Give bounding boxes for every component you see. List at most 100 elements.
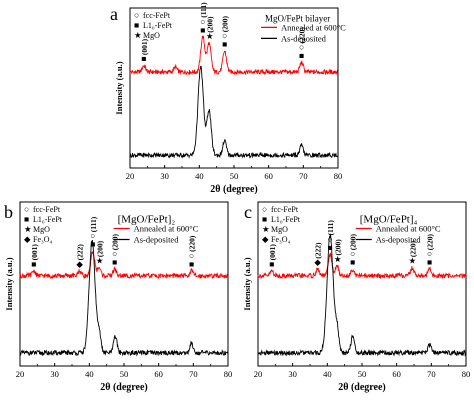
x-tick-label: 30 <box>288 369 297 379</box>
x-tick-label: 80 <box>224 369 233 379</box>
peak-marker-symbol: ■ <box>189 259 194 269</box>
y-axis-label: Intensity (a.u.) <box>242 257 252 310</box>
legend-symbol: ■ <box>262 214 267 224</box>
legend-symbol: ★ <box>134 30 142 40</box>
y-axis-label: Intensity (a.u.) <box>114 61 124 114</box>
legend-label: MgO <box>271 225 288 234</box>
peak-marker-symbol: ■ <box>427 257 432 267</box>
peak-label: ◆(222) <box>76 244 85 269</box>
peak-marker-symbol: ■ <box>90 239 95 249</box>
chart-title: MgO/FePt bilayer <box>265 13 330 23</box>
x-tick-label: 50 <box>230 171 239 181</box>
series-line <box>19 250 229 280</box>
peak-marker-symbol: ★ <box>206 31 214 41</box>
panel-a: a 20 30 40 50 60 70 80 2θ (degree) Intensity (a.… <box>110 2 346 195</box>
peak-marker-symbol: ■ <box>112 257 117 267</box>
peak-label: ■○(111) <box>89 216 98 249</box>
x-tick-label: 40 <box>85 369 94 379</box>
x-tick-label: 60 <box>392 369 401 379</box>
x-tick-label: 60 <box>154 369 163 379</box>
panel-c: c 20 30 40 50 60 70 80 2θ (degree) Intensity (a.… <box>242 201 471 393</box>
peak-hkl-label: (220) <box>408 240 417 257</box>
peak-label: ■○(220) <box>188 235 197 269</box>
panel-letter: b <box>4 202 13 222</box>
peak-hkl-label: (111) <box>199 2 208 18</box>
peak-marker-symbol: ★ <box>408 256 416 266</box>
peak-label: ■(001) <box>140 38 149 63</box>
legend-label: fcc-FePt <box>33 205 61 214</box>
legend-symbol: ★ <box>262 224 270 234</box>
peak-label: ★(220) <box>408 240 417 265</box>
x-tick-label: 30 <box>50 369 59 379</box>
peak-marker-symbol: ■ <box>328 242 333 252</box>
peak-hkl-label: (001) <box>140 38 149 55</box>
x-tick-label: 50 <box>358 369 367 379</box>
x-tick-label: 40 <box>195 171 204 181</box>
peak-marker-symbol: ◆ <box>76 259 83 269</box>
legend-label: fcc-FePt <box>143 11 171 20</box>
peak-hkl-label: (222) <box>314 242 323 259</box>
legend-label: MgO <box>143 31 160 40</box>
panel-letter: c <box>244 202 252 222</box>
x-axis-label: 2θ (degree) <box>210 184 258 195</box>
legend-label: MgO <box>33 225 50 234</box>
peak-hkl-label: (200) <box>96 240 105 257</box>
peak-marker-symbol: ■ <box>299 50 304 60</box>
legend-label: fcc-FePt <box>271 205 299 214</box>
legend-symbol: ■ <box>24 214 29 224</box>
legend-label: Fe₃O₄ <box>271 235 291 244</box>
x-tick-label: 30 <box>160 171 169 181</box>
x-axis-label: 2θ (degree) <box>100 382 148 393</box>
peak-marker-symbol: ◆ <box>314 257 321 267</box>
peak-label: ★(200) <box>96 240 105 265</box>
x-tick-label: 20 <box>254 369 263 379</box>
panel-b: b 20 30 40 50 60 70 80 2θ (degree) Intensity (a.… <box>4 201 233 393</box>
legend-symbol: ★ <box>24 224 32 234</box>
peak-label: ■(001) <box>268 244 277 269</box>
peak-hkl-label: (220) <box>298 27 307 44</box>
peak-marker-symbol: ■ <box>141 54 146 64</box>
peak-marker-symbol: ■ <box>269 259 274 269</box>
x-tick-label: 80 <box>462 369 471 379</box>
peak-label: ■○(111) <box>326 220 335 253</box>
legend-label: L1₀-FePt <box>33 215 63 224</box>
peak-marker-symbol: ○ <box>427 249 432 259</box>
peak-marker-symbol: ○ <box>200 16 205 26</box>
peak-marker-symbol: ○ <box>112 249 117 259</box>
legend-symbol: ○ <box>262 204 267 214</box>
peak-hkl-label: (220) <box>426 233 435 250</box>
peak-marker-symbol: ○ <box>299 42 304 52</box>
y-axis-label: Intensity (a.u.) <box>4 257 14 310</box>
peak-marker-symbol: ○ <box>90 231 95 241</box>
legend-series-label: Annealed at 600°C <box>376 224 441 234</box>
peak-label: ■○(220) <box>426 233 435 267</box>
x-tick-label: 80 <box>334 171 343 181</box>
x-tick-label: 40 <box>323 369 332 379</box>
peak-label: ★(200) <box>206 16 215 41</box>
legend-label: Fe₃O₄ <box>33 235 53 244</box>
peak-hkl-label: (001) <box>30 244 39 261</box>
peak-marker-symbol: ■ <box>350 257 355 267</box>
peak-hkl-label: (200) <box>221 15 230 32</box>
peak-hkl-label: (111) <box>326 220 335 236</box>
chart-title: [MgO/FePt]₄ <box>360 214 418 226</box>
peak-label: ■○(111) <box>199 2 208 35</box>
chart-title: [MgO/FePt]₂ <box>118 214 176 226</box>
x-tick-label: 50 <box>120 369 129 379</box>
peak-hkl-label: (220) <box>188 235 197 252</box>
peak-marker-symbol: ○ <box>328 234 333 244</box>
peak-hkl-label: (200) <box>349 233 358 250</box>
peak-marker-symbol: ○ <box>350 249 355 259</box>
x-tick-label: 70 <box>189 369 198 379</box>
x-axis-label: 2θ (degree) <box>338 382 386 393</box>
peak-hkl-label: (200) <box>206 16 215 33</box>
legend-label: L1₀-FePt <box>271 215 301 224</box>
series-line <box>19 239 229 357</box>
peak-label: ◆(222) <box>314 242 323 267</box>
legend-series-label: As-deposited <box>134 235 180 245</box>
peak-label: ■○(200) <box>349 233 358 267</box>
peak-marker-symbol: ■ <box>200 25 205 35</box>
series-line <box>257 252 467 280</box>
legend-series-label: As-deposited <box>281 33 327 43</box>
